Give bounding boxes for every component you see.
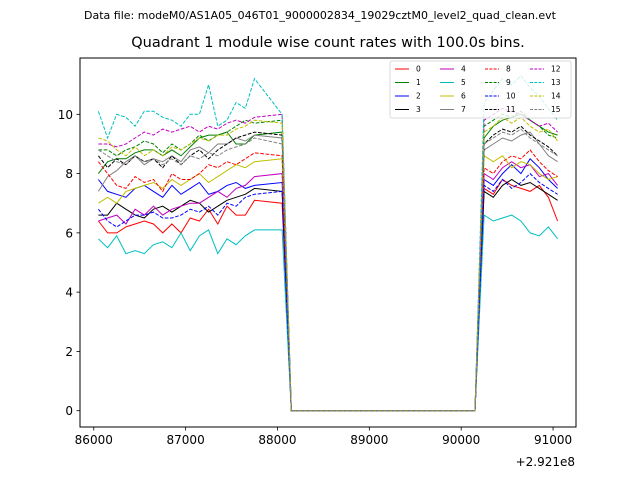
legend-label-0: 0 (416, 65, 421, 74)
legend-label-13: 13 (551, 78, 561, 87)
series-line-13 (97, 75, 558, 412)
y-tick-label: 4 (65, 286, 73, 300)
series-line-2 (98, 158, 558, 412)
x-offset-label: +2.921e8 (516, 455, 575, 469)
x-axis: 86000 87000 88000 89000 90000 91000 (75, 427, 572, 447)
legend-label-14: 14 (551, 92, 561, 101)
y-axis: 0 2 4 6 8 10 (58, 108, 80, 418)
x-tick-label: 88000 (258, 433, 296, 447)
axes-frame (79, 57, 577, 428)
figure-suptitle: Data file: modeM0/AS1A05_046T01_90000028… (84, 9, 556, 22)
series-line-3 (98, 178, 558, 412)
series-line-9 (98, 110, 558, 412)
y-tick-label: 10 (58, 108, 73, 122)
legend-label-10: 10 (506, 92, 516, 101)
legend-box (389, 60, 572, 119)
chart-title: Quadrant 1 module wise count rates with … (131, 35, 525, 51)
series-line-7 (97, 131, 558, 412)
y-tick-label: 8 (65, 167, 73, 181)
series-line-5 (98, 214, 558, 412)
x-tick-label: 91000 (534, 433, 572, 447)
axes-border (79, 57, 577, 428)
legend-label-9: 9 (506, 78, 511, 87)
legend-label-8: 8 (506, 65, 511, 74)
legend-label-3: 3 (416, 105, 421, 114)
legend-label-11: 11 (506, 105, 516, 114)
series-line-10 (98, 172, 558, 412)
series-line-8 (98, 149, 558, 412)
x-tick-label: 89000 (350, 433, 388, 447)
x-tick-label: 90000 (442, 433, 480, 447)
series-line-12 (98, 107, 558, 412)
legend-label-4: 4 (461, 65, 466, 74)
legend-label-7: 7 (461, 105, 466, 114)
y-tick-label: 6 (65, 226, 73, 240)
x-tick-label: 86000 (75, 433, 113, 447)
series-line-4 (98, 161, 558, 412)
series-line-15 (98, 128, 558, 412)
legend-label-2: 2 (416, 92, 421, 101)
legend-label-1: 1 (416, 78, 421, 87)
series-layer (97, 75, 559, 412)
series-line-0 (98, 178, 559, 412)
y-tick-label: 2 (65, 345, 73, 359)
legend-label-12: 12 (551, 65, 561, 74)
legend-label-15: 15 (551, 105, 561, 114)
legend-label-5: 5 (461, 78, 466, 87)
x-tick-label: 87000 (167, 433, 205, 447)
series-line-11 (98, 125, 558, 412)
y-tick-label: 0 (65, 404, 73, 418)
legend-label-6: 6 (461, 92, 466, 101)
